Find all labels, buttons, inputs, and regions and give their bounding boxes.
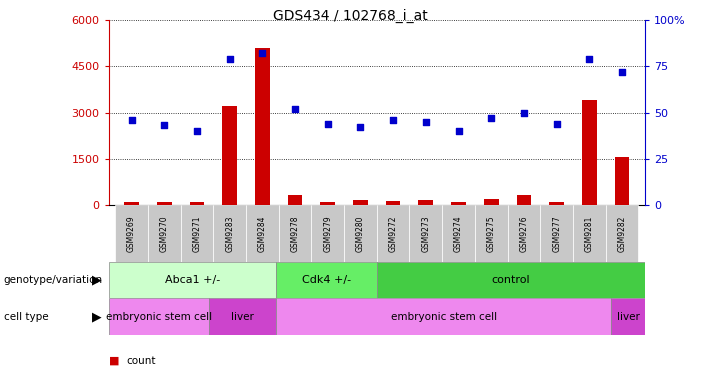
Text: GSM9283: GSM9283 [225,215,234,251]
Bar [344,205,377,262]
Point [290,106,301,112]
Bar [582,100,597,205]
Bar [386,201,400,205]
Point [322,121,334,127]
Point [158,123,170,128]
Bar [222,107,237,205]
Text: count: count [126,355,156,366]
Text: embryonic stem cell: embryonic stem cell [390,311,497,322]
Text: GSM9275: GSM9275 [486,215,496,252]
Bar [287,195,302,205]
Point [388,117,399,123]
Bar [246,205,279,262]
Point [420,119,431,125]
Bar [540,205,573,262]
Point [616,69,627,75]
Text: Abca1 +/-: Abca1 +/- [165,275,220,285]
Text: GSM9271: GSM9271 [193,215,201,251]
Text: GSM9279: GSM9279 [323,215,332,252]
Text: ▶: ▶ [92,310,102,323]
Text: GSM9277: GSM9277 [552,215,561,252]
Bar [181,205,213,262]
Bar [213,205,246,262]
Text: liver: liver [231,311,254,322]
Text: cell type: cell type [4,311,48,322]
Text: GSM9276: GSM9276 [519,215,529,252]
Bar [484,199,498,205]
Point [191,128,203,134]
Point [518,110,529,116]
Text: GSM9280: GSM9280 [356,215,365,251]
Text: genotype/variation: genotype/variation [4,275,102,285]
Text: control: control [491,275,530,285]
Bar [442,205,475,262]
Bar [157,202,172,205]
Text: GSM9270: GSM9270 [160,215,169,252]
Text: GSM9272: GSM9272 [388,215,397,251]
Text: GSM9284: GSM9284 [258,215,267,251]
Bar [377,205,409,262]
Bar [255,48,270,205]
Point [453,128,464,134]
Bar [279,205,311,262]
Bar [606,205,639,262]
Bar [508,205,540,262]
Text: embryonic stem cell: embryonic stem cell [106,311,212,322]
Point [584,56,595,62]
Bar [611,298,645,335]
Bar [124,202,139,205]
Bar [517,195,531,205]
Text: GSM9274: GSM9274 [454,215,463,252]
Bar [550,202,564,205]
Point [486,115,497,121]
Bar [109,262,276,298]
Text: GSM9278: GSM9278 [290,215,299,251]
Text: ■: ■ [109,355,119,366]
Bar [189,202,204,205]
Bar [573,205,606,262]
Bar [311,205,344,262]
Bar [115,205,148,262]
Point [257,51,268,56]
Bar [409,205,442,262]
Text: liver: liver [617,311,639,322]
Point [126,117,137,123]
Text: ▶: ▶ [92,273,102,287]
Bar [418,201,433,205]
Bar [615,157,629,205]
Bar [109,298,209,335]
Text: Cdk4 +/-: Cdk4 +/- [302,275,351,285]
Text: GSM9281: GSM9281 [585,215,594,251]
Text: GSM9282: GSM9282 [618,215,627,251]
Bar [276,298,611,335]
Text: GSM9269: GSM9269 [127,215,136,252]
Bar [320,202,335,205]
Text: GDS434 / 102768_i_at: GDS434 / 102768_i_at [273,9,428,23]
Bar [451,202,466,205]
Bar [148,205,181,262]
Point [224,56,236,62]
Bar [353,200,368,205]
Point [355,124,366,130]
Point [551,121,562,127]
Bar [377,262,645,298]
Bar [209,298,276,335]
Bar [475,205,508,262]
Bar [276,262,377,298]
Text: GSM9273: GSM9273 [421,215,430,252]
